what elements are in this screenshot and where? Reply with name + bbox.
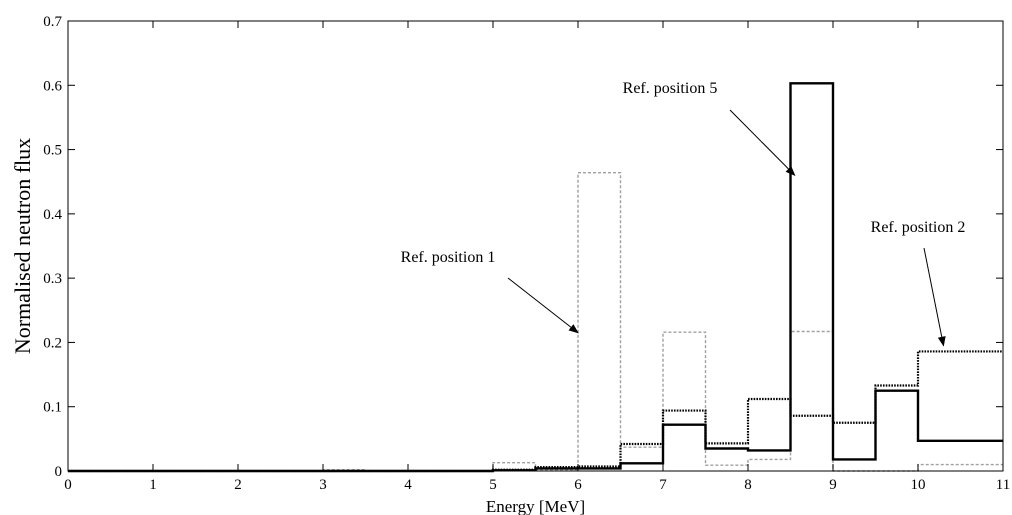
y-tick-label: 0 (55, 464, 63, 480)
annotation-label: Ref. position 1 (401, 249, 496, 266)
annotation-arrow (729, 109, 796, 176)
x-tick-label: 2 (234, 477, 242, 493)
x-tick-label: 6 (574, 477, 582, 493)
series-layer (68, 82, 1003, 473)
y-tick-label: 0.7 (43, 14, 62, 30)
y-tick-label: 0.5 (43, 143, 62, 159)
y-tick-label: 0.1 (43, 400, 62, 416)
x-tick-label: 10 (911, 477, 926, 493)
x-tick-label: 11 (996, 477, 1010, 493)
series-line-2 (68, 350, 1003, 473)
annotation-arrow (923, 247, 946, 347)
x-tick-label: 7 (659, 477, 667, 493)
y-tick-label: 0.2 (43, 335, 62, 351)
annotation-layer: Ref. position 1 Ref. position 5 Ref. posit… (401, 80, 966, 347)
x-axis-title: Energy [MeV] (486, 497, 585, 515)
y-tick-label: 0.6 (43, 78, 62, 94)
ticks-layer: 0 1 2 3 4 5 6 7 8 9 10 11 0 0.1 0.2 0.3 0.4 0.5 0.6 0.7 (43, 14, 1010, 493)
annotation-label: Ref. position 2 (871, 219, 966, 236)
plot-frame (67, 20, 1004, 472)
y-axis-title: Normalised neutron flux (10, 138, 35, 354)
series-line-1 (68, 82, 1003, 473)
annotation-arrow (507, 277, 579, 334)
annotation-label: Ref. position 5 (623, 80, 718, 97)
y-tick-label: 0.4 (43, 207, 62, 223)
x-tick-label: 8 (744, 477, 752, 493)
x-tick-label: 1 (149, 477, 157, 493)
y-tick-label: 0.3 (43, 271, 62, 287)
x-tick-label: 3 (319, 477, 327, 493)
series-line-3 (68, 172, 1003, 472)
x-tick-label: 0 (64, 477, 72, 493)
x-tick-label: 4 (404, 477, 412, 493)
x-tick-label: 9 (829, 477, 837, 493)
x-tick-label: 5 (489, 477, 497, 493)
